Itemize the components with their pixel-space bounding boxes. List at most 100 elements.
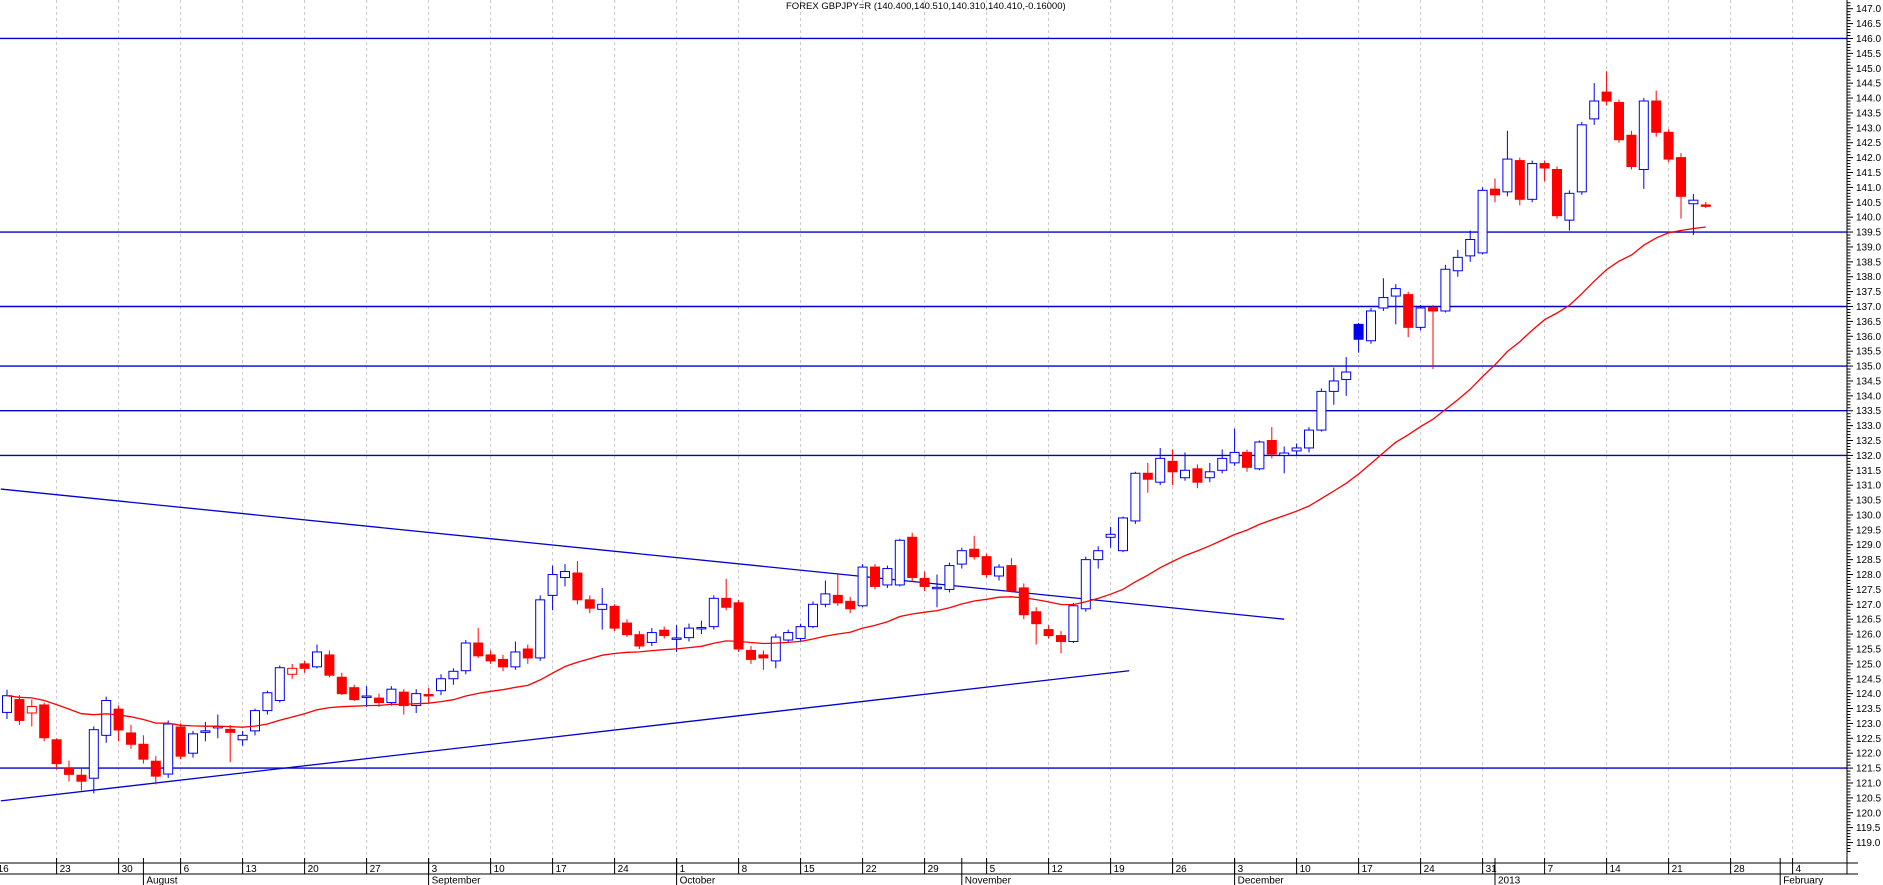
candle-body-up (1130, 472, 1141, 522)
candle-body-up (386, 688, 397, 704)
candle-body-up (808, 603, 818, 628)
candlestick (163, 720, 174, 778)
y-axis-label: 144.5 (1856, 79, 1881, 90)
x-axis-day-label: 17 (1362, 864, 1374, 875)
candlestick (237, 730, 248, 746)
candlestick (622, 619, 632, 638)
candle-body-down (1663, 131, 1674, 160)
y-axis-label: 135.5 (1856, 347, 1881, 358)
candle-body-down (51, 739, 62, 765)
candlestick (907, 532, 918, 582)
x-axis-day-label: 5 (990, 864, 996, 875)
x-axis-day-label: 6 (184, 864, 190, 875)
y-axis-label: 125.5 (1856, 644, 1881, 655)
y-axis-label: 143.5 (1856, 108, 1881, 119)
candle-body-down (113, 708, 124, 731)
candlestick (51, 738, 62, 770)
y-axis-label: 138.0 (1856, 272, 1881, 283)
y-axis-label: 130.5 (1856, 496, 1881, 507)
candle-body-up (1093, 550, 1104, 561)
candle-body-down (622, 622, 632, 636)
x-axis-month-label: September (432, 876, 482, 885)
candlestick (1118, 516, 1128, 553)
x-axis-day-label: 19 (1114, 864, 1126, 875)
x-axis-day-label: 8 (742, 864, 748, 875)
candlestick (845, 596, 856, 614)
candlestick (361, 686, 372, 708)
y-axis-label: 136.5 (1856, 317, 1881, 328)
candlestick (1366, 307, 1376, 344)
candle-body-up (646, 632, 657, 643)
candlestick (1663, 129, 1674, 163)
candle-body-up (560, 571, 570, 578)
y-axis-label: 136.0 (1856, 332, 1881, 343)
candle-body-up (200, 730, 211, 733)
candlestick (1006, 558, 1017, 593)
candle-body-up (1390, 288, 1401, 297)
candlestick (857, 564, 868, 608)
y-axis-label: 126.5 (1856, 615, 1881, 626)
candlestick (1527, 160, 1538, 203)
candle-body-up (820, 593, 831, 605)
candlestick (76, 768, 87, 791)
candlestick (498, 654, 508, 672)
x-axis-month-label: December (1238, 876, 1285, 885)
x-axis-day-label: 29 (928, 864, 940, 875)
candle-body-down (981, 556, 992, 576)
candlestick (1626, 130, 1637, 170)
x-axis-month-label: February (1783, 876, 1823, 885)
y-axis-label: 132.5 (1856, 436, 1881, 447)
candlestick (1415, 305, 1426, 331)
y-axis-label: 123.5 (1856, 704, 1881, 715)
candlestick (932, 574, 942, 608)
candlestick (1638, 98, 1649, 189)
candle-body-up (932, 586, 942, 590)
x-axis-month-label: 2013 (1498, 876, 1521, 885)
candle-body-down (324, 654, 335, 676)
x-axis-day-label: 13 (246, 864, 258, 875)
candlestick (349, 684, 360, 702)
candle-body-up (696, 627, 707, 630)
candlestick (758, 650, 769, 670)
candle-body-up (1638, 100, 1649, 171)
candlestick (746, 645, 756, 664)
candle-body-up (1366, 310, 1376, 342)
x-axis-day-label: 26 (1176, 864, 1188, 875)
candle-body-up (88, 729, 99, 779)
chart-title: FOREX GBPJPY=R (140.400,140.510,140.310,… (786, 1, 1066, 12)
candlestick (646, 628, 657, 646)
candlestick (919, 571, 930, 591)
y-axis-label: 144.0 (1856, 94, 1881, 105)
y-axis-label: 122.0 (1856, 749, 1881, 760)
y-axis-label: 145.0 (1856, 64, 1881, 75)
candle-body-down (473, 642, 484, 657)
candle-body-down (175, 726, 186, 757)
candle-body-down (870, 566, 880, 587)
candle-body-down (584, 599, 595, 609)
candle-body-up (671, 637, 682, 640)
y-axis-label: 140.5 (1856, 198, 1881, 209)
candlestick (312, 644, 322, 669)
candle-body-down (733, 602, 744, 650)
candlestick (981, 553, 992, 578)
x-axis-day-label: 24 (618, 864, 630, 875)
candle-body-down (1428, 306, 1438, 312)
candle-body-down (1601, 91, 1612, 102)
candle-body-down (1403, 294, 1414, 328)
trendline-up[interactable] (0, 670, 1130, 802)
candlestick (1614, 99, 1624, 143)
trendline-down[interactable] (0, 488, 1285, 620)
x-axis-day-label: 22 (866, 864, 878, 875)
candle-body-up (994, 566, 1004, 577)
candlestick (696, 620, 707, 635)
candle-body-down (138, 743, 149, 760)
y-axis-label: 131.0 (1856, 481, 1881, 492)
candlestick (398, 689, 409, 715)
candlestick (423, 687, 434, 703)
candle-body-down (1552, 169, 1562, 217)
candle-body-down (746, 649, 756, 660)
candlestick (770, 634, 781, 669)
candle-body-down (485, 654, 496, 662)
y-axis-label: 119.0 (1856, 838, 1881, 849)
